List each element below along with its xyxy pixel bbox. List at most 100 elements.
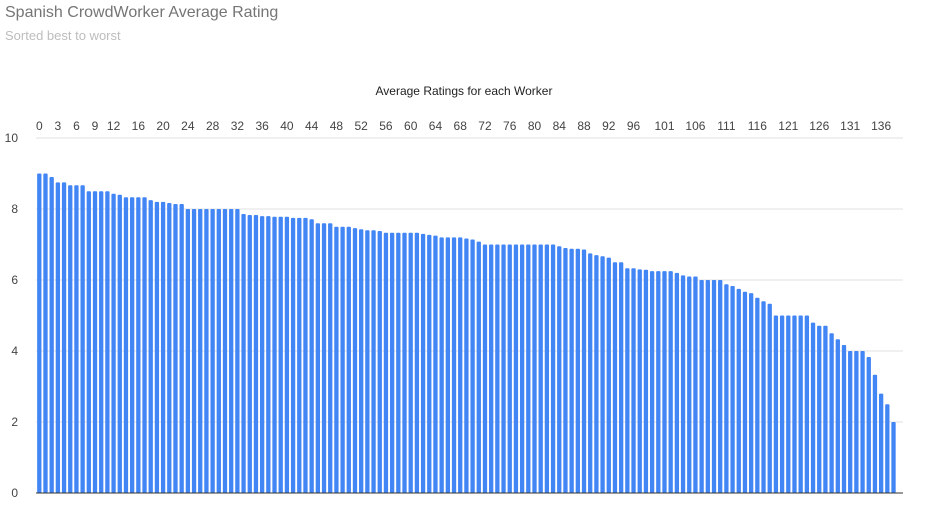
bar — [315, 223, 320, 493]
bar — [278, 216, 283, 493]
bar — [501, 244, 506, 493]
bar — [489, 244, 494, 493]
bar — [235, 209, 240, 493]
bar — [835, 339, 840, 493]
bar — [600, 256, 605, 493]
bar — [848, 351, 853, 493]
bar — [724, 284, 729, 493]
x-tick-label: 40 — [280, 119, 294, 133]
bar — [569, 248, 574, 493]
bar — [185, 209, 191, 493]
bar — [755, 297, 760, 493]
bar — [247, 215, 252, 493]
bar — [272, 216, 277, 493]
bar — [557, 246, 562, 493]
x-tick-label: 60 — [404, 119, 418, 133]
bar — [216, 209, 221, 493]
bar — [80, 185, 85, 493]
bar — [699, 280, 704, 493]
bar — [173, 204, 178, 493]
bar — [693, 276, 698, 493]
x-tick-label: 56 — [379, 119, 393, 133]
x-tick-label: 96 — [627, 119, 641, 133]
bar — [92, 191, 98, 493]
bar — [389, 232, 395, 494]
bar — [767, 303, 772, 493]
bar — [111, 193, 116, 494]
bar — [241, 213, 246, 493]
bar — [680, 275, 686, 493]
bar — [74, 185, 79, 493]
x-tick-label: 131 — [840, 119, 860, 133]
bar — [575, 248, 580, 493]
bar — [222, 209, 228, 493]
bar — [532, 244, 537, 493]
x-tick-label: 116 — [748, 119, 767, 133]
bar — [439, 237, 444, 493]
bar — [198, 209, 203, 493]
bar — [402, 232, 407, 494]
bar — [482, 244, 488, 493]
x-tick-label: 80 — [528, 119, 542, 133]
x-tick-label: 111 — [717, 119, 736, 133]
bar — [253, 215, 259, 493]
bar — [433, 235, 438, 494]
bar — [637, 269, 642, 493]
x-tick-label: 28 — [206, 119, 220, 133]
bar — [365, 230, 370, 494]
bar — [37, 173, 42, 493]
bar — [297, 217, 302, 494]
bar — [544, 244, 550, 493]
bar — [43, 173, 48, 493]
x-axis-ticks: 0 3 6 9 12 16 20 24 28 32 36 40 44 48 52 56 60 64 68 72 76 80… — [36, 119, 892, 133]
bar — [885, 404, 890, 493]
bar — [736, 288, 741, 494]
chart-subtitle: Sorted best to worst — [5, 28, 121, 43]
bar — [872, 374, 878, 493]
bar — [346, 226, 351, 493]
bar — [718, 280, 723, 493]
x-tick-label: 32 — [231, 119, 245, 133]
x-tick-label: 126 — [809, 119, 829, 133]
bar — [68, 185, 73, 493]
bar — [749, 293, 754, 493]
bar — [606, 257, 611, 493]
x-tick-label: 24 — [181, 119, 195, 133]
bar — [427, 234, 432, 494]
x-tick-label: 12 — [107, 119, 121, 133]
bar — [550, 244, 556, 493]
bar — [321, 223, 327, 493]
bar — [662, 271, 667, 494]
bar — [210, 209, 215, 493]
y-tick-label: 8 — [11, 202, 18, 216]
bar — [619, 262, 624, 493]
x-tick-label: 9 — [92, 119, 99, 133]
bar — [625, 268, 630, 493]
chart-inner-title: Average Ratings for each Worker — [376, 84, 553, 98]
bar — [779, 315, 785, 493]
x-tick-label: 136 — [871, 119, 891, 133]
bar — [742, 291, 748, 493]
bar — [464, 238, 469, 493]
bar — [631, 268, 636, 493]
bar — [229, 209, 234, 493]
bar — [519, 244, 525, 493]
x-tick-label: 36 — [255, 119, 269, 133]
bar — [99, 191, 104, 493]
bar — [334, 226, 339, 493]
bar — [148, 200, 153, 494]
bar — [61, 182, 67, 494]
y-tick-label: 4 — [11, 344, 18, 358]
bar — [191, 209, 197, 493]
x-tick-label: 72 — [478, 119, 492, 133]
bar — [891, 422, 896, 493]
bar — [643, 269, 649, 493]
bar — [711, 280, 717, 493]
bar — [359, 229, 364, 494]
bar — [668, 271, 673, 494]
bar — [798, 315, 803, 493]
bar — [117, 194, 122, 494]
bar — [154, 201, 160, 493]
bar — [408, 232, 413, 494]
